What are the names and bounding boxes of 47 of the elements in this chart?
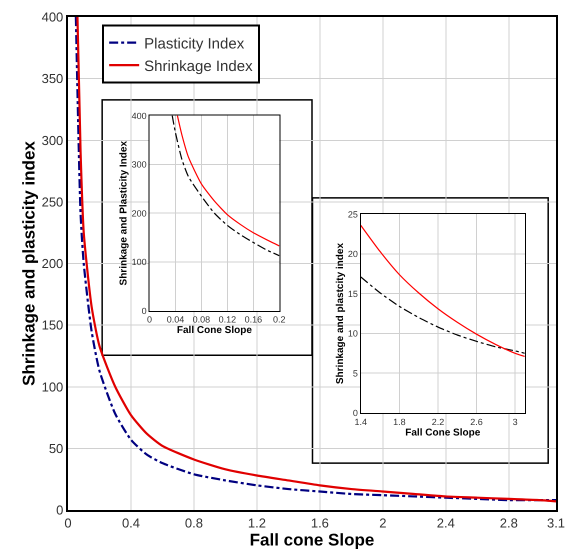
y-tick-label: 15	[348, 288, 358, 299]
x-tick-label: 0.4	[122, 516, 140, 531]
y-tick-label: 0	[56, 502, 64, 518]
x-tick-label: 3	[512, 416, 518, 427]
y-tick-label: 100	[42, 379, 64, 394]
y-tick-label: 400	[42, 10, 64, 25]
x-tick-label: 0.04	[166, 314, 184, 325]
y-tick-label: 150	[42, 318, 64, 333]
y-tick-label: 10	[348, 328, 358, 339]
line-series	[360, 224, 525, 358]
y-tick-label: 300	[132, 160, 147, 170]
y-tick-label: 200	[132, 208, 147, 218]
y-tick-label: 0	[142, 306, 147, 316]
x-tick-label: 2.6	[470, 416, 483, 427]
x-tick-label: 1.2	[248, 516, 266, 531]
x-tick-label: 0.12	[218, 314, 236, 325]
legend-label: Shrinkage Index	[144, 58, 254, 75]
x-tick-label: 1.4	[354, 416, 368, 427]
y-axis-title: Shrinkage and plasticity index	[20, 140, 39, 386]
x-tick-label: 1.6	[310, 516, 329, 531]
y-tick-label: 5	[352, 368, 358, 378]
y-tick-label: 250	[42, 194, 64, 210]
x-tick-label: 2	[379, 516, 386, 531]
y-tick-label: 200	[42, 256, 64, 272]
x-tick-label: 2.2	[432, 416, 444, 427]
x-tick-label: 0.8	[184, 516, 203, 531]
y-tick-label: 350	[42, 71, 64, 86]
x-tick-label: 0.08	[192, 314, 210, 325]
x-tick-label: 3.1	[546, 516, 566, 531]
y-tick-label: 300	[42, 132, 64, 148]
x-tick-label: 0.16	[244, 314, 262, 325]
y-axis-title: Shrinkage and plastcity index	[334, 242, 346, 384]
y-tick-label: 20	[348, 249, 358, 260]
y-tick-label: 25	[348, 209, 358, 220]
legend-label: Plasticity Index	[144, 35, 245, 52]
x-axis-title: Fall Cone Slope	[405, 427, 481, 438]
x-tick-label: 1.8	[393, 416, 406, 427]
y-tick-label: 50	[48, 440, 64, 456]
x-tick-label: 2.8	[500, 516, 518, 531]
x-axis-title: Fall Cone Slope	[176, 325, 252, 336]
y-axis-title: Shrinkage and Plasticity Index	[118, 140, 130, 286]
y-tick-label: 400	[132, 110, 147, 121]
x-tick-label: 2.4	[436, 516, 455, 531]
x-tick-label: 0.2	[273, 314, 286, 325]
y-tick-label: 100	[132, 257, 147, 268]
y-tick-label: 0	[352, 408, 358, 418]
x-axis-title: Fall cone Slope	[250, 530, 374, 550]
